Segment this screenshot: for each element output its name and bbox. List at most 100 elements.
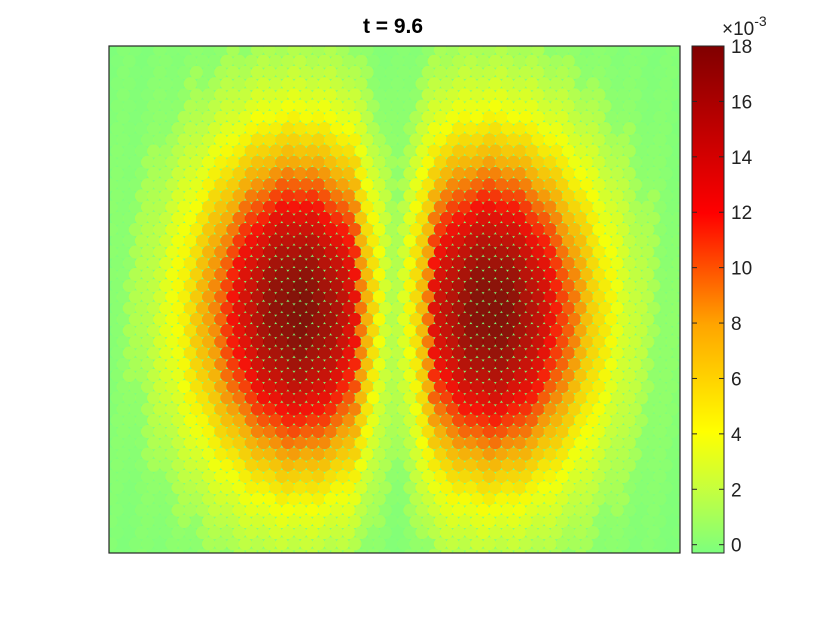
heatmap-dot: [580, 88, 594, 102]
heatmap-dot: [226, 155, 240, 169]
heatmap-dot: [110, 368, 124, 383]
heatmap-dot: [653, 447, 667, 461]
heatmap-dot: [183, 54, 197, 68]
heatmap-dot: [110, 99, 124, 113]
heatmap-dot: [452, 211, 466, 225]
heatmap-dot: [525, 122, 539, 136]
heatmap-dot: [574, 279, 588, 293]
heatmap-dot: [647, 54, 661, 68]
heatmap-dot: [238, 537, 252, 551]
heatmap-dot: [275, 178, 289, 192]
heatmap-dot: [330, 166, 344, 181]
heatmap-dot: [378, 458, 393, 472]
heatmap-dot: [391, 99, 405, 113]
heatmap-dot: [202, 514, 216, 529]
heatmap-dot: [665, 514, 679, 529]
heatmap-dot: [141, 402, 155, 416]
heatmap-dot: [507, 46, 521, 57]
heatmap-dot: [610, 144, 624, 158]
heatmap-dot: [116, 380, 130, 394]
heatmap-dot: [134, 368, 149, 383]
heatmap-dot: [202, 492, 216, 506]
heatmap-dot: [110, 526, 124, 540]
heatmap-dot: [525, 481, 539, 495]
heatmap-dot: [494, 267, 508, 282]
heatmap-dot: [269, 234, 283, 248]
heatmap-dot: [592, 492, 606, 506]
heatmap-dot: [427, 301, 441, 315]
heatmap-dot: [458, 245, 472, 259]
heatmap-dot: [317, 54, 332, 68]
heatmap-dot: [238, 357, 252, 371]
heatmap-dot: [226, 65, 240, 79]
heatmap-dot: [561, 526, 576, 540]
heatmap-dot: [543, 425, 557, 439]
heatmap-dot: [476, 548, 490, 553]
heatmap-dot: [305, 458, 319, 472]
heatmap-dot: [409, 492, 423, 506]
heatmap-dot: [665, 245, 679, 259]
heatmap-dot: [409, 267, 423, 282]
heatmap-dot: [348, 267, 362, 282]
heatmap-dot: [458, 492, 472, 506]
heatmap-dot: [263, 335, 277, 349]
heatmap-dot: [232, 77, 246, 91]
heatmap-dot: [464, 391, 478, 405]
heatmap-dot: [635, 301, 649, 315]
heatmap-dot: [446, 46, 460, 57]
heatmap-dot: [464, 301, 478, 315]
heatmap-dot: [555, 425, 570, 439]
heatmap-dot: [500, 144, 515, 158]
heatmap-dot: [641, 290, 655, 304]
heatmap-dot: [238, 380, 252, 394]
heatmap-dot: [354, 346, 368, 360]
heatmap-dot: [470, 469, 484, 484]
heatmap-dot: [305, 77, 319, 91]
heatmap-dot: [549, 458, 563, 472]
heatmap-dot: [574, 234, 588, 248]
heatmap-dot: [464, 279, 478, 293]
heatmap-dot: [134, 189, 149, 203]
heatmap-dot: [226, 514, 240, 529]
heatmap-dot: [165, 514, 179, 529]
heatmap-dot: [263, 469, 277, 484]
heatmap-dot: [635, 436, 649, 450]
heatmap-dot: [476, 166, 490, 181]
heatmap-dot: [489, 548, 502, 553]
heatmap-dot: [226, 312, 240, 326]
heatmap-dot: [220, 234, 234, 248]
heatmap-dot: [592, 223, 606, 237]
heatmap-dot: [165, 133, 179, 147]
heatmap-dot: [397, 223, 411, 237]
heatmap-dot: [177, 267, 191, 282]
heatmap-dot: [110, 54, 124, 68]
chart-title: t = 9.6: [363, 15, 423, 38]
heatmap-dot: [348, 312, 362, 326]
heatmap-dot: [397, 200, 411, 214]
heatmap-dot: [110, 413, 124, 427]
heatmap-dot: [342, 99, 356, 113]
heatmap-dot: [470, 155, 484, 169]
heatmap-dot: [250, 200, 264, 214]
heatmap-dot: [513, 256, 527, 270]
heatmap-dot: [116, 312, 130, 326]
heatmap-dot: [500, 256, 515, 270]
colorbar-tick-label: 8: [731, 314, 742, 335]
heatmap-dot: [672, 548, 680, 553]
heatmap-dot: [488, 189, 502, 203]
heatmap-dot: [452, 144, 466, 158]
heatmap-dot: [171, 368, 185, 383]
heatmap-dot: [415, 256, 429, 270]
heatmap-dot: [604, 110, 618, 124]
heatmap-dot: [165, 357, 179, 371]
heatmap-dot: [513, 279, 527, 293]
heatmap-dot: [317, 413, 332, 427]
heatmap-dot: [208, 211, 222, 225]
heatmap-dot: [330, 346, 344, 360]
heatmap-dot: [195, 122, 210, 136]
heatmap-dot: [397, 290, 411, 304]
heatmap-dot: [629, 335, 643, 349]
colorbar-tick-label: 6: [731, 369, 742, 390]
heatmap-dot: [244, 481, 258, 495]
heatmap-dot: [244, 368, 258, 383]
